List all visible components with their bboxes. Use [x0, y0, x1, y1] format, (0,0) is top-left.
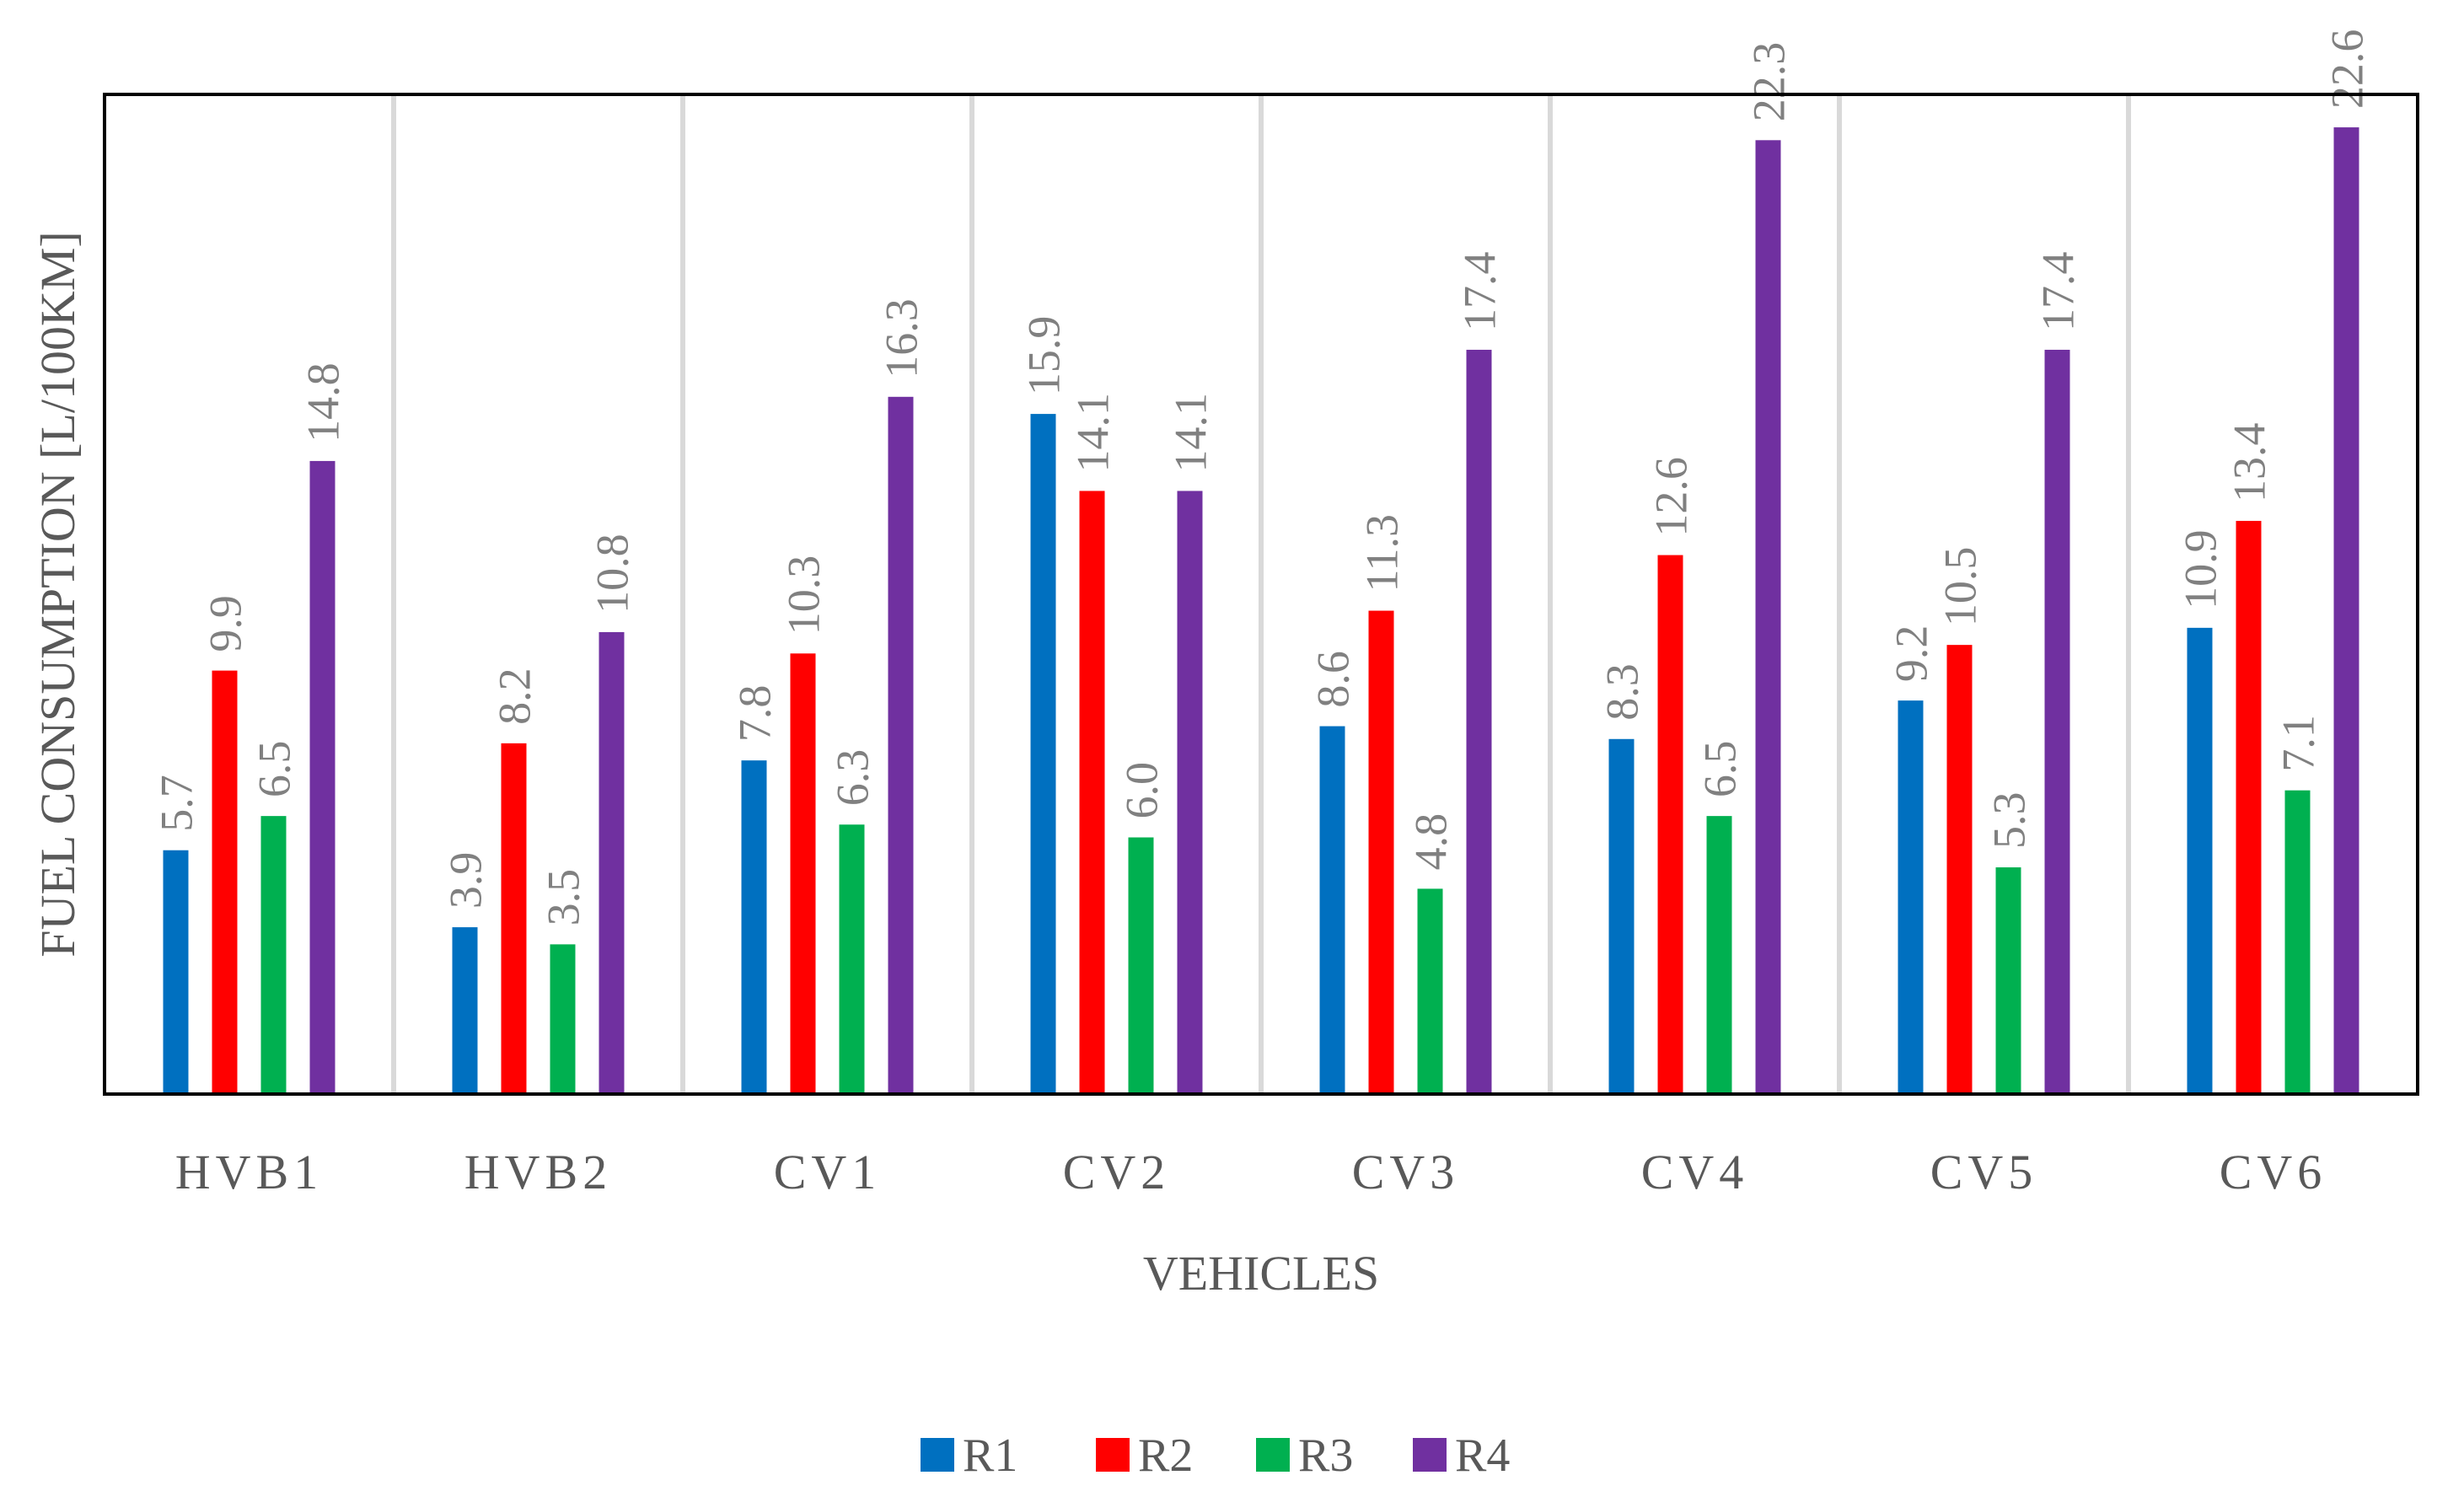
bar-r2-hvb1 — [212, 670, 238, 1094]
data-label: 12.6 — [1646, 457, 1697, 537]
bar-r1-cv6 — [2187, 627, 2213, 1094]
bars — [163, 127, 2359, 1095]
data-label: 5.7 — [152, 775, 202, 832]
bar-r1-cv2 — [1030, 414, 1056, 1095]
bar-r1-cv4 — [1608, 738, 1635, 1094]
y-axis-title: FUEL CONSUMPTION [L/100KM] — [30, 231, 85, 957]
data-label: 10.5 — [1935, 547, 1986, 627]
x-tick-label: CV2 — [1063, 1145, 1171, 1199]
data-label: 3.9 — [441, 852, 491, 909]
data-label: 22.3 — [1744, 42, 1795, 122]
legend-label-r1: R1 — [963, 1430, 1017, 1482]
bar-r4-hvb2 — [599, 631, 625, 1094]
data-label: 10.8 — [588, 534, 638, 614]
data-label: 8.2 — [490, 668, 540, 725]
legend-label-r2: R2 — [1138, 1430, 1193, 1482]
bar-r2-cv5 — [1946, 645, 1973, 1094]
x-tick-labels: HVB1 HVB2 CV1 CV2 CV3 CV4 CV5 CV6 — [175, 1145, 2327, 1199]
x-tick-label: HVB1 — [175, 1145, 323, 1199]
legend-swatch-r4 — [1413, 1438, 1447, 1472]
x-tick-label: CV6 — [2220, 1145, 2327, 1199]
x-tick-label: HVB2 — [464, 1145, 612, 1199]
bar-r3-cv6 — [2284, 790, 2311, 1094]
legend-swatch-r3 — [1256, 1438, 1290, 1472]
plot-area-border — [103, 93, 2419, 1096]
data-label: 6.0 — [1117, 762, 1168, 819]
data-label: 13.4 — [2225, 422, 2275, 502]
bar-r4-cv2 — [1177, 491, 1203, 1094]
data-label: 3.5 — [539, 869, 589, 926]
data-label: 14.8 — [298, 362, 349, 443]
bar-r1-hvb2 — [452, 927, 478, 1094]
legend-swatch-r2 — [1096, 1438, 1130, 1472]
category-separators — [391, 94, 2131, 1094]
legend-label-r3: R3 — [1298, 1430, 1353, 1482]
data-label: 17.4 — [2033, 251, 2084, 331]
legend-swatch-r1 — [921, 1438, 954, 1472]
data-label: 5.3 — [1984, 792, 2035, 850]
data-label: 14.1 — [1166, 393, 1216, 473]
legend-label-r4: R4 — [1455, 1430, 1510, 1482]
data-label: 14.1 — [1068, 393, 1119, 473]
data-label: 6.5 — [1695, 741, 1746, 798]
bar-r2-cv3 — [1368, 610, 1394, 1094]
bar-r2-cv4 — [1657, 555, 1683, 1094]
bar-r1-cv3 — [1319, 726, 1345, 1094]
data-label: 10.9 — [2176, 529, 2226, 609]
bar-r1-cv5 — [1898, 700, 1924, 1094]
data-label: 16.3 — [877, 298, 927, 378]
x-tick-label: CV1 — [774, 1145, 882, 1199]
x-tick-label: CV3 — [1352, 1145, 1460, 1199]
bar-r1-cv1 — [741, 760, 767, 1094]
bar-r4-cv3 — [1466, 349, 1492, 1095]
bar-r1-hvb1 — [163, 850, 189, 1094]
x-tick-label: CV4 — [1641, 1145, 1749, 1199]
data-label: 9.2 — [1887, 625, 1937, 683]
data-label: 7.1 — [2273, 715, 2324, 772]
bar-r4-hvb1 — [309, 460, 336, 1094]
data-label: 17.4 — [1455, 251, 1506, 331]
bar-r2-cv1 — [790, 653, 816, 1094]
bar-r3-cv5 — [1995, 867, 2021, 1094]
data-label: 8.3 — [1597, 663, 1648, 721]
bar-r4-cv1 — [888, 396, 914, 1094]
bar-r2-hvb2 — [501, 743, 527, 1094]
bar-r3-cv2 — [1128, 837, 1154, 1094]
bar-r4-cv4 — [1755, 140, 1781, 1095]
bar-r2-cv6 — [2236, 520, 2262, 1094]
data-label: 15.9 — [1019, 316, 1070, 396]
bar-r3-hvb1 — [260, 816, 287, 1094]
bar-r2-cv2 — [1079, 491, 1105, 1094]
data-label: 11.3 — [1357, 514, 1408, 593]
bar-r3-cv3 — [1417, 888, 1443, 1094]
data-label: 9.9 — [201, 595, 251, 652]
data-label: 4.8 — [1406, 813, 1457, 871]
bar-r3-cv4 — [1706, 816, 1732, 1094]
bar-r4-cv6 — [2333, 127, 2359, 1094]
data-label: 22.6 — [2322, 30, 2373, 110]
x-axis-title: VEHICLES — [1143, 1246, 1379, 1301]
x-tick-label: CV5 — [1930, 1145, 2038, 1199]
data-label: 7.8 — [730, 685, 781, 743]
data-label: 6.5 — [250, 741, 300, 798]
legend: R1 R2 R3 R4 — [921, 1430, 1510, 1482]
data-label: 6.3 — [828, 749, 878, 807]
bar-r3-cv1 — [839, 824, 865, 1094]
data-label: 8.6 — [1308, 651, 1359, 708]
bar-r4-cv5 — [2044, 349, 2070, 1095]
data-labels: 5.7 9.9 6.5 14.8 3.9 8.2 3.5 10.8 7.8 10.3 6.3 16.3… — [152, 30, 2373, 926]
data-label: 10.3 — [779, 555, 829, 636]
bar-r3-hvb2 — [550, 944, 576, 1094]
